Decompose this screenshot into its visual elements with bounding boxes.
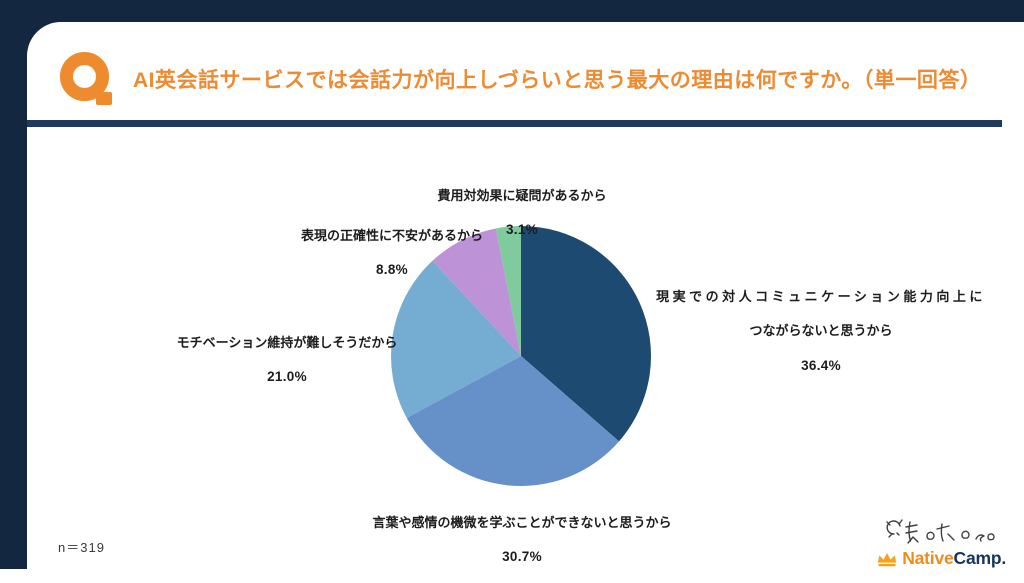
slice-label-text: 表現の正確性に不安があるから <box>300 228 483 244</box>
slice-label-communication: 現実での対人コミュニケーション能力向上に つながらないと思うから 36.4% <box>626 271 1016 392</box>
pie-slice-1 <box>406 356 620 486</box>
slice-label-text: つながらないと思うから <box>749 323 893 339</box>
slice-label-text: 費用対効果に疑問があるから <box>437 188 607 204</box>
slice-percent: 36.4% <box>801 357 841 373</box>
brand-block: NativeCamp. <box>876 513 1006 569</box>
q-icon-tail <box>96 92 112 105</box>
question-q-icon <box>59 50 113 108</box>
pie-slice-4 <box>495 226 521 356</box>
nativecamp-logo: NativeCamp. <box>876 548 1006 569</box>
left-frame-band <box>0 0 27 569</box>
slice-percent: 3.1% <box>506 222 538 238</box>
slice-label-accuracy: 表現の正確性に不安があるから 8.8% <box>257 210 527 296</box>
brand-native-text: Native <box>902 548 954 568</box>
brand-camp-text: Camp. <box>953 548 1007 568</box>
pie-chart <box>391 226 652 486</box>
title-divider <box>27 120 1002 127</box>
slice-label-cost: 費用対効果に疑問があるから 3.1% <box>387 170 657 256</box>
slice-label-text: 現実での対人コミュニケーション能力向上に <box>656 289 986 305</box>
slice-percent: 8.8% <box>376 262 408 278</box>
slide-card: AI英会話サービスでは会話力が向上しづらいと思う最大の理由は何ですか。（単一回答… <box>27 22 1024 576</box>
slice-label-text: 言葉や感情の機微を学ぶことができないと思うから <box>372 515 672 531</box>
pie-slice-0 <box>521 226 652 442</box>
sample-size-label: n＝319 <box>58 540 105 555</box>
crown-icon <box>878 552 897 566</box>
slice-label-nuance: 言葉や感情の機微を学ぶことができないと思うから 30.7% <box>307 497 737 583</box>
bokutowatashito-signature-icon <box>886 519 995 544</box>
slice-label-motivation: モチベーション維持が難しそうだから 21.0% <box>147 317 427 403</box>
slice-label-text: モチベーション維持が難しそうだから <box>176 335 398 351</box>
header: AI英会話サービスでは会話力が向上しづらいと思う最大の理由は何ですか。（単一回答… <box>59 50 981 108</box>
page-title: AI英会話サービスでは会話力が向上しづらいと思う最大の理由は何ですか。（単一回答… <box>133 69 982 92</box>
pie-slice-3 <box>432 228 521 356</box>
slice-percent: 30.7% <box>502 549 542 565</box>
pie-slice-2 <box>391 260 521 418</box>
slice-percent: 21.0% <box>267 369 307 385</box>
